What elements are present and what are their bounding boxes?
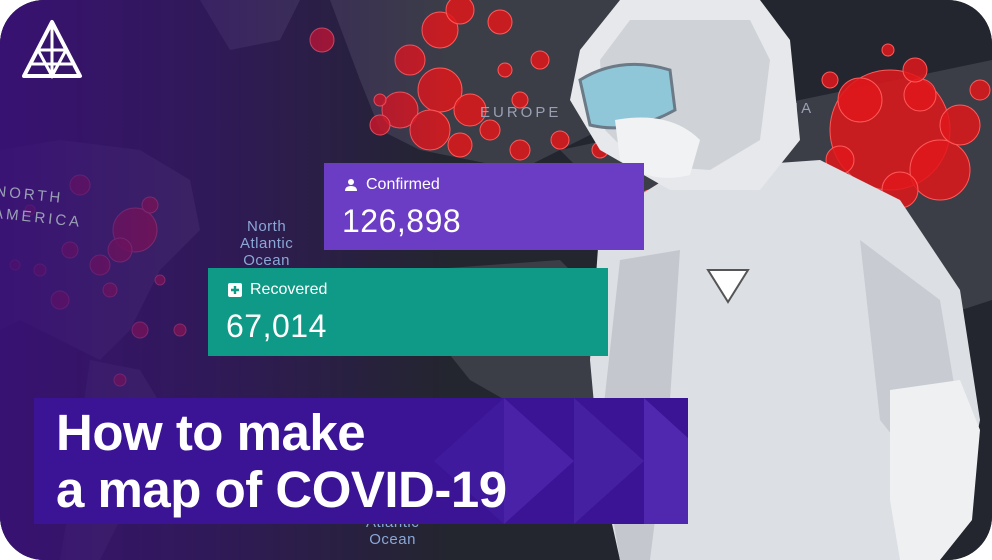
confirmed-card: Confirmed 126,898 [324, 163, 644, 250]
person-icon [345, 179, 357, 191]
title-line-2: a map of COVID-19 [56, 461, 507, 518]
title-banner: How to make a map of COVID-19 [34, 398, 688, 524]
banner-pattern [434, 398, 688, 524]
title-line-1: How to make [56, 404, 366, 461]
confirmed-label-row: Confirmed [344, 176, 440, 194]
continent-label-europe: EUROPE [480, 104, 562, 121]
confirmed-value: 126,898 [342, 203, 462, 239]
recovered-value: 67,014 [226, 308, 327, 344]
medical-cross-icon [228, 283, 242, 297]
recovered-card: Recovered 67,014 [208, 268, 608, 356]
triangle-logo-icon [22, 20, 82, 80]
recovered-label: Recovered [250, 281, 328, 298]
continent-label-north-america: NORTH AMERICA [0, 182, 83, 232]
recovered-label-row: Recovered [228, 281, 327, 299]
ocean-label-top: North Atlantic Ocean [240, 218, 294, 269]
confirmed-label: Confirmed [366, 176, 440, 193]
title-heading: How to make a map of COVID-19 [56, 404, 507, 518]
